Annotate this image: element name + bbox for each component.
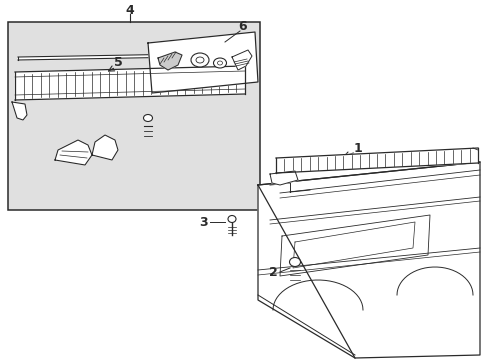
Polygon shape xyxy=(158,52,182,70)
Ellipse shape xyxy=(191,53,208,67)
Ellipse shape xyxy=(227,216,236,222)
Text: 3: 3 xyxy=(199,216,207,229)
Polygon shape xyxy=(92,135,118,160)
Text: 1: 1 xyxy=(353,141,362,154)
Bar xyxy=(8,22,260,210)
Polygon shape xyxy=(280,215,429,276)
Ellipse shape xyxy=(143,114,152,122)
Ellipse shape xyxy=(217,61,222,65)
Text: 6: 6 xyxy=(238,21,247,33)
Polygon shape xyxy=(55,140,92,165)
Polygon shape xyxy=(18,53,244,60)
Polygon shape xyxy=(269,171,297,185)
Text: 2: 2 xyxy=(269,266,278,279)
Polygon shape xyxy=(275,148,477,173)
Ellipse shape xyxy=(213,58,226,68)
Text: 5: 5 xyxy=(113,57,122,69)
Polygon shape xyxy=(15,66,244,100)
Text: 4: 4 xyxy=(125,4,134,17)
Polygon shape xyxy=(258,162,479,358)
Polygon shape xyxy=(231,50,251,70)
Polygon shape xyxy=(12,102,27,120)
Ellipse shape xyxy=(289,257,300,266)
Polygon shape xyxy=(148,32,258,93)
Ellipse shape xyxy=(196,57,203,63)
